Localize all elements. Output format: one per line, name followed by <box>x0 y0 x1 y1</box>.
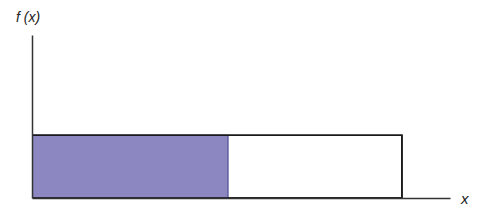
y-axis-title: f (x) <box>16 9 40 25</box>
x-axis-title: x <box>460 190 469 207</box>
shaded-area <box>32 135 228 198</box>
y-axis <box>32 36 33 199</box>
x-axis <box>33 198 451 199</box>
chart: f (x) x <box>0 0 487 219</box>
density-outline <box>32 135 402 198</box>
density-area <box>32 135 402 198</box>
axis-line <box>33 198 451 200</box>
plot <box>32 36 451 199</box>
marks <box>32 135 402 198</box>
axis-line <box>32 36 34 199</box>
